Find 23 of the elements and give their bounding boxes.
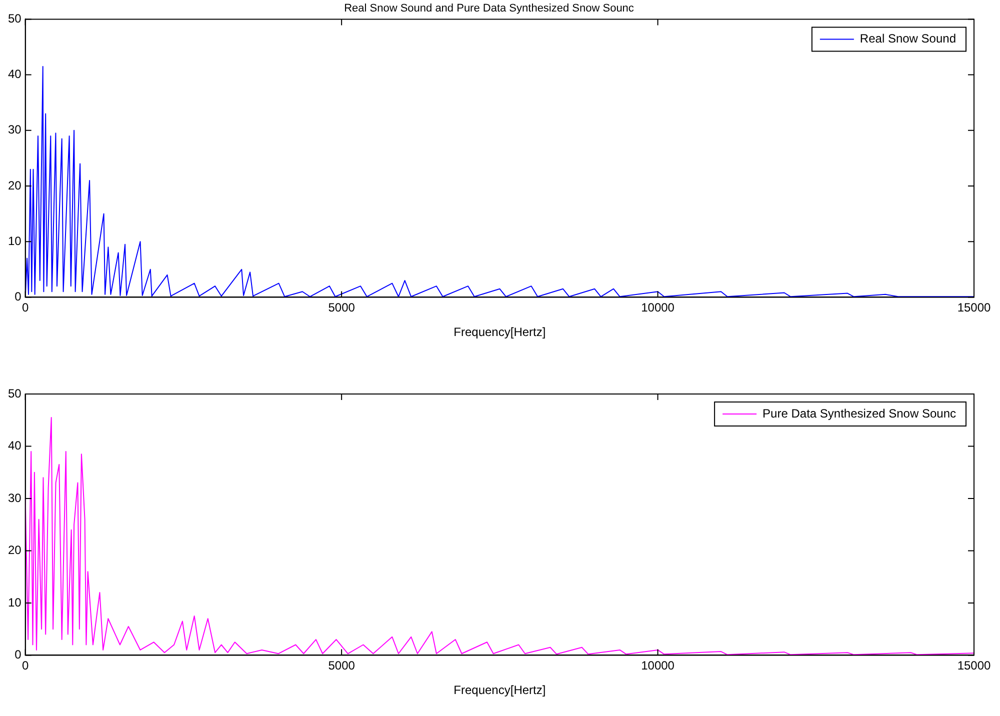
chart-title: Real Snow Sound and Pure Data Synthesized Snow Sounc bbox=[344, 2, 634, 15]
x-tick-label: 10000 bbox=[641, 658, 675, 673]
x-tick-label: 10000 bbox=[641, 300, 675, 315]
x-tick-label: 5000 bbox=[328, 300, 356, 315]
x-tick-label: 15000 bbox=[957, 658, 992, 673]
y-tick-label: 50 bbox=[8, 12, 22, 26]
y-tick-label: 40 bbox=[8, 438, 22, 453]
y-tick-label: 30 bbox=[8, 490, 22, 505]
x-tick-label: 5000 bbox=[328, 658, 356, 673]
legend-label: Real Snow Sound bbox=[860, 32, 956, 46]
x-axis-title: Frequency[Hertz] bbox=[454, 683, 546, 698]
x-tick-label: 15000 bbox=[957, 300, 992, 315]
legend-label: Pure Data Synthesized Snow Sounc bbox=[762, 406, 956, 420]
y-tick-label: 20 bbox=[8, 543, 22, 558]
y-tick-label: 0 bbox=[14, 648, 22, 662]
y-tick-label: 40 bbox=[8, 67, 22, 82]
y-tick-label: 10 bbox=[8, 595, 22, 610]
y-tick-label: 50 bbox=[8, 386, 22, 400]
x-axis-title: Frequency[Hertz] bbox=[454, 325, 546, 340]
y-tick-label: 20 bbox=[8, 178, 22, 192]
y-tick-label: 0 bbox=[14, 290, 22, 304]
y-tick-label: 30 bbox=[8, 122, 22, 137]
y-tick-label: 10 bbox=[8, 234, 22, 248]
